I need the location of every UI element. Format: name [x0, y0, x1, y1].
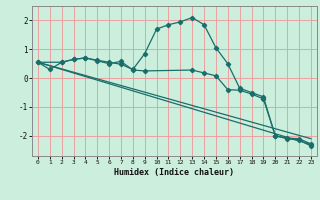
X-axis label: Humidex (Indice chaleur): Humidex (Indice chaleur): [115, 168, 234, 177]
